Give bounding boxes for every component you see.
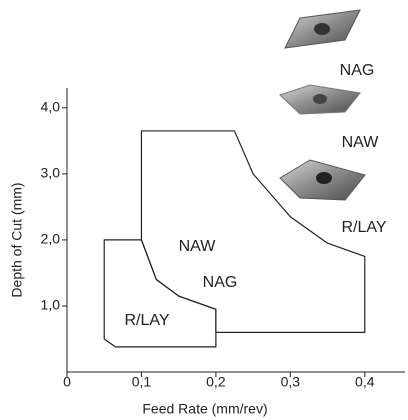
x-tick-label: 0,3: [281, 374, 301, 390]
y-axis-label: Depth of Cut (mm): [9, 182, 25, 297]
x-tick-label: 0,2: [206, 374, 226, 390]
region-outline: [140, 130, 366, 333]
insert-label: NAG: [340, 62, 375, 79]
y-tick-label: 3,0: [41, 165, 61, 181]
insert-image: [279, 84, 361, 115]
x-tick-label: 0,4: [355, 374, 375, 390]
insert-image: [279, 159, 366, 201]
region-label: NAW: [179, 238, 217, 255]
y-tick-label: 2,0: [41, 231, 61, 247]
region-label: NAG: [203, 274, 238, 291]
x-tick-label: 0: [63, 374, 71, 390]
insert-label: NAW: [342, 134, 380, 151]
y-tick-label: 1,0: [41, 297, 61, 313]
x-tick-label: 0,1: [132, 374, 152, 390]
region-label: R/LAY: [124, 312, 169, 329]
y-tick-label: 4,0: [41, 99, 61, 115]
region-outline: [103, 239, 217, 348]
insert-image: [284, 9, 361, 49]
x-axis-label: Feed Rate (mm/rev): [142, 401, 267, 417]
insert-label: R/LAY: [341, 219, 386, 236]
